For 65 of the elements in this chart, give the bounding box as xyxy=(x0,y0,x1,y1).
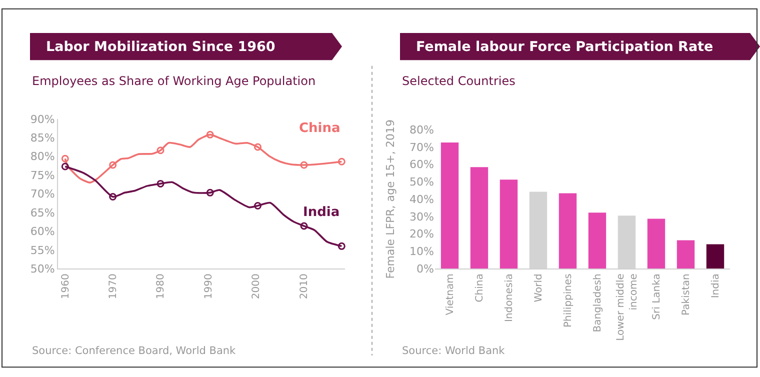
x-tick-label: World xyxy=(534,274,544,302)
y-tick-label: 10% xyxy=(410,245,434,258)
point xyxy=(254,202,262,210)
y-tick-label: 70% xyxy=(410,140,434,154)
chart-subtitle: Selected Countries xyxy=(402,74,516,88)
y-axis-title: Female LFPR, age 15+, 2019 xyxy=(384,120,398,279)
point xyxy=(338,242,346,250)
y-tick-label: 50% xyxy=(30,262,55,276)
x-tick-label: India xyxy=(710,274,722,298)
y-tick-label: 20% xyxy=(410,228,434,241)
point xyxy=(338,158,346,166)
point xyxy=(156,146,164,154)
x-tick-label: Pakistan xyxy=(681,274,692,316)
x-tick-label: Vietnam xyxy=(445,274,456,316)
point xyxy=(109,193,117,201)
x-tick-label: 1990 xyxy=(203,274,214,300)
bar xyxy=(676,240,695,269)
x-tick-label: 1970 xyxy=(108,274,120,300)
bar xyxy=(647,218,666,269)
bar xyxy=(440,142,459,269)
point xyxy=(109,161,117,169)
chart-subtitle: Employees as Share of Working Age Population xyxy=(32,74,316,88)
bar xyxy=(470,167,488,269)
chart-title: Labor Mobilization Since 1960 xyxy=(46,39,276,55)
x-tick-label: 1960 xyxy=(60,274,72,300)
point xyxy=(61,162,69,170)
y-tick-label: 90% xyxy=(30,112,55,126)
y-tick-label: 60% xyxy=(410,158,434,172)
point xyxy=(254,143,262,151)
y-tick-label: 85% xyxy=(30,132,55,145)
bar xyxy=(588,212,606,269)
x-tick-label: Indonesia xyxy=(504,274,515,322)
x-tick-label: 2010 xyxy=(298,274,310,300)
x-tick-label: Sri Lanka xyxy=(652,274,662,320)
bar xyxy=(706,244,724,269)
point xyxy=(300,161,308,169)
source-note: Source: Conference Board, World Bank xyxy=(32,345,237,357)
y-tick-label: 80% xyxy=(30,150,55,164)
series-label: China xyxy=(299,121,340,136)
chart-title: Female labour Force Participation Rate xyxy=(416,39,714,55)
point xyxy=(206,130,214,138)
point xyxy=(156,180,164,188)
y-tick-label: 30% xyxy=(410,210,434,224)
bar xyxy=(500,180,518,269)
y-tick-label: 65% xyxy=(30,206,55,220)
x-tick-label: Lower middle income xyxy=(616,274,640,341)
x-tick-label: Bangladesh xyxy=(592,274,604,332)
point xyxy=(61,154,69,162)
y-tick-label: 50% xyxy=(410,176,434,189)
y-tick-label: 55% xyxy=(30,244,55,257)
x-tick-label: 2000 xyxy=(251,274,262,300)
x-tick-label: China xyxy=(474,274,486,302)
point xyxy=(300,222,308,230)
source-note: Source: World Bank xyxy=(402,345,506,357)
series-label: India xyxy=(303,205,340,220)
y-tick-label: 75% xyxy=(30,168,55,182)
x-tick-label: Philippines xyxy=(563,274,574,328)
point xyxy=(206,188,214,196)
y-tick-label: 70% xyxy=(30,188,55,201)
y-tick-label: 0% xyxy=(416,262,434,276)
y-tick-label: 40% xyxy=(410,192,434,206)
y-tick-label: 80% xyxy=(410,123,434,136)
x-tick-label: 1980 xyxy=(156,274,167,300)
y-tick-label: 60% xyxy=(30,225,55,238)
bar xyxy=(558,193,577,269)
